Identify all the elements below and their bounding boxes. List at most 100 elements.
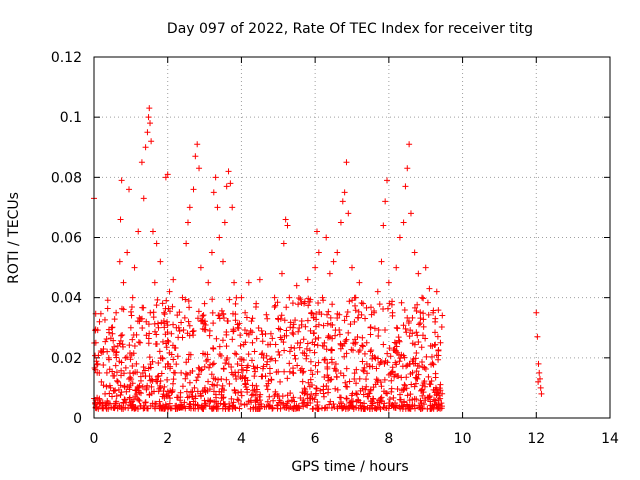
data-point (343, 350, 350, 357)
data-point (367, 398, 374, 405)
data-point (384, 305, 391, 312)
data-point (219, 337, 226, 344)
data-point (301, 300, 308, 307)
data-point (232, 369, 239, 376)
data-point (299, 378, 306, 385)
x-tick-label: 10 (454, 431, 472, 447)
data-point (372, 405, 379, 412)
data-point (419, 358, 426, 365)
data-point (197, 264, 204, 271)
data-point (266, 402, 273, 409)
data-point (405, 405, 412, 412)
data-point (288, 344, 295, 351)
data-point (231, 387, 238, 394)
data-point (238, 392, 245, 399)
data-point (413, 307, 420, 314)
data-point (337, 345, 344, 352)
data-point (290, 321, 297, 328)
data-point (159, 393, 166, 400)
data-point (432, 341, 439, 348)
data-point (194, 374, 201, 381)
data-point (264, 386, 271, 393)
data-point (226, 405, 233, 412)
data-point (216, 343, 223, 350)
data-point (224, 317, 231, 324)
data-point (289, 300, 296, 307)
data-point (432, 315, 439, 322)
y-tick-label: 0 (73, 411, 82, 427)
data-point (166, 308, 173, 315)
data-point (330, 400, 337, 407)
data-point (409, 314, 416, 321)
data-point (309, 371, 316, 378)
data-point (313, 385, 320, 392)
data-point (145, 340, 152, 347)
y-tick-label: 0.12 (51, 50, 82, 66)
data-point (355, 348, 362, 355)
data-point (393, 264, 400, 271)
data-point (95, 352, 102, 359)
data-point (137, 402, 144, 409)
data-point (130, 331, 137, 338)
data-point (343, 395, 350, 402)
data-point (398, 374, 405, 381)
data-point (346, 378, 353, 385)
data-point (290, 365, 297, 372)
data-point (169, 342, 176, 349)
data-point (384, 350, 391, 357)
data-point (267, 330, 274, 337)
data-point (275, 393, 282, 400)
data-point (417, 309, 424, 316)
data-point (382, 357, 389, 364)
data-point (109, 368, 116, 375)
x-axis-label: GPS time / hours (291, 459, 408, 475)
data-point (415, 371, 422, 378)
data-point (186, 304, 193, 311)
data-point (259, 350, 266, 357)
data-point (161, 324, 168, 331)
data-point (223, 343, 230, 350)
data-point (225, 168, 232, 175)
data-point (129, 336, 136, 343)
data-point (113, 309, 120, 316)
data-point (241, 381, 248, 388)
data-point (165, 392, 172, 399)
data-point (344, 383, 351, 390)
data-point (380, 341, 387, 348)
data-point (411, 249, 418, 256)
data-point (294, 405, 301, 412)
data-point (184, 394, 191, 401)
y-axis-label: ROTI / TECUs (6, 192, 22, 284)
data-point (104, 297, 111, 304)
data-point (164, 171, 171, 178)
data-point (362, 405, 369, 412)
data-point (336, 403, 343, 410)
data-point (127, 308, 134, 315)
data-point (112, 362, 119, 369)
y-tick-label: 0.06 (51, 231, 82, 247)
data-point (275, 316, 282, 323)
data-point (249, 329, 256, 336)
data-point (394, 325, 401, 332)
data-point (409, 330, 416, 337)
data-point (360, 300, 367, 307)
data-point (122, 364, 129, 371)
data-point (252, 368, 259, 375)
data-point (177, 404, 184, 411)
data-point (378, 383, 385, 390)
data-point (412, 380, 419, 387)
data-point (120, 306, 127, 313)
data-point (308, 391, 315, 398)
data-point (144, 129, 151, 136)
data-point (259, 331, 266, 338)
data-point (237, 400, 244, 407)
data-point (116, 258, 123, 265)
data-point (405, 318, 412, 325)
data-point (226, 296, 233, 303)
data-point (126, 384, 133, 391)
data-point (116, 340, 123, 347)
data-point (227, 180, 234, 187)
data-point (258, 403, 265, 410)
data-point (280, 240, 287, 247)
